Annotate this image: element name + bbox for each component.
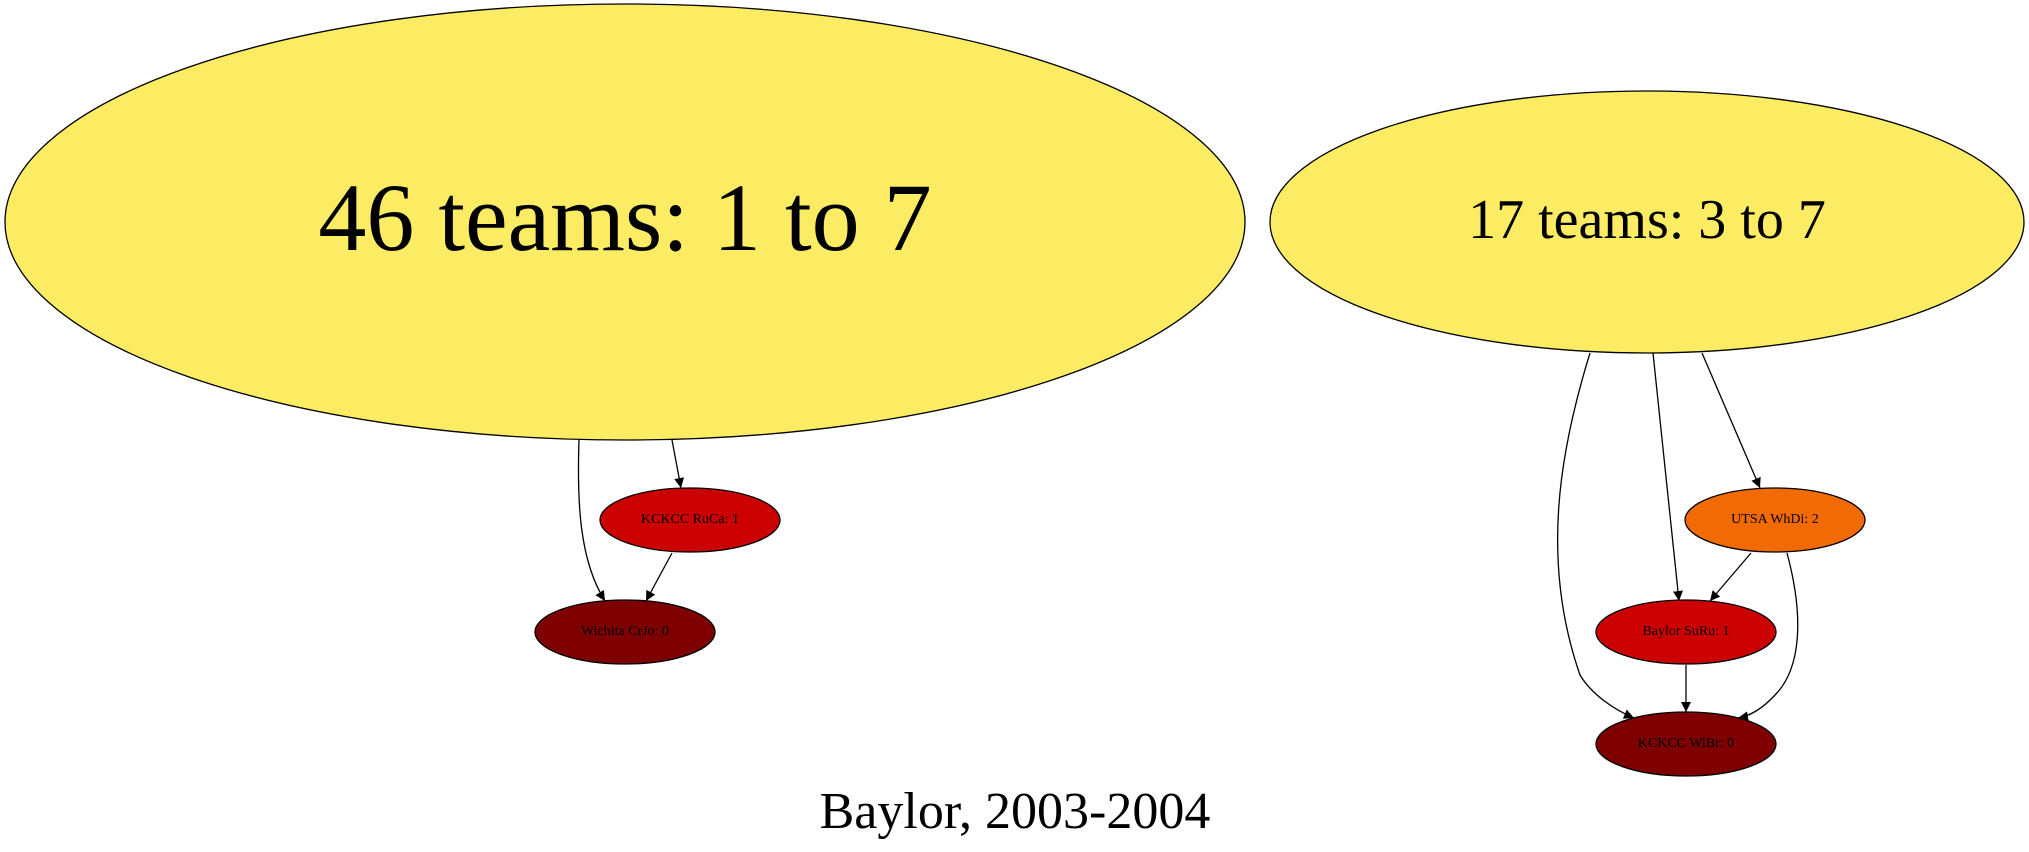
edge-group-b-to-baylor-suru	[1653, 353, 1679, 601]
node-group-a-label: 46 teams: 1 to 7	[318, 164, 931, 271]
node-kckcc-wibr[interactable]: KCKCC WiBr: 0	[1596, 712, 1776, 776]
node-wichita-crjo-label: Wichita CrJo: 0	[581, 624, 669, 639]
graph-caption: Baylor, 2003-2004	[820, 783, 1211, 840]
node-kckcc-ruca-label: KCKCC RuCa: 1	[641, 512, 739, 527]
node-group-b-label: 17 teams: 3 to 7	[1468, 189, 1826, 251]
node-baylor-suru-label: Baylor SuRu: 1	[1642, 624, 1729, 639]
edge-group-b-to-utsa-whdi	[1702, 353, 1760, 488]
node-group-a[interactable]: 46 teams: 1 to 7	[5, 4, 1245, 440]
edge-group-a-to-kckcc-ruca	[672, 440, 681, 488]
node-group-b[interactable]: 17 teams: 3 to 7	[1270, 91, 2024, 353]
node-baylor-suru[interactable]: Baylor SuRu: 1	[1596, 600, 1776, 664]
edge-utsa-whdi-to-baylor-suru	[1710, 553, 1751, 601]
edge-group-b-to-kckcc-wibr	[1558, 353, 1634, 718]
edge-kckcc-ruca-to-wichita-crjo	[646, 553, 672, 601]
node-utsa-whdi-label: UTSA WhDi: 2	[1731, 512, 1819, 527]
node-utsa-whdi[interactable]: UTSA WhDi: 2	[1685, 488, 1865, 552]
node-kckcc-ruca[interactable]: KCKCC RuCa: 1	[600, 488, 780, 552]
node-kckcc-wibr-label: KCKCC WiBr: 0	[1638, 736, 1734, 751]
node-wichita-crjo[interactable]: Wichita CrJo: 0	[535, 600, 715, 664]
